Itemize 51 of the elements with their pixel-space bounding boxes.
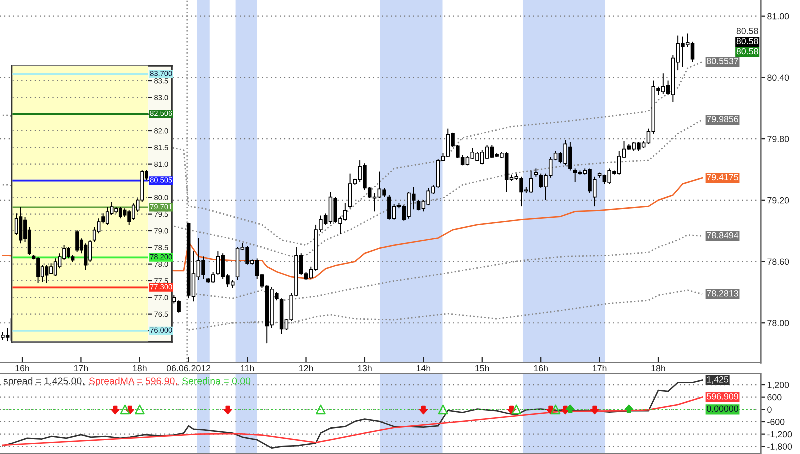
x-tick-label: 06.06.2012: [166, 365, 211, 372]
annotation: 80.58: [736, 38, 758, 44]
line-series: [2, 396, 704, 446]
data-label: 596.909: [707, 394, 738, 400]
y-tick-label: 600: [768, 394, 782, 401]
candlestick: [88, 240, 92, 262]
text: SpreadMA = 596.90,: [89, 377, 178, 387]
y-tick-label: 80.40: [768, 74, 790, 82]
data-label: 80.5537: [707, 58, 738, 64]
line-series: [188, 290, 704, 331]
candlestick: [177, 300, 181, 314]
candlestick: [54, 258, 58, 277]
y-tick-label: 81.00: [768, 13, 790, 20]
x-tick-label: 16h: [16, 365, 30, 372]
text: spread = 1,425.00,: [4, 377, 84, 387]
x-tick-label: 15h: [476, 365, 490, 372]
data-label: 78.8494: [707, 232, 739, 239]
y-tick-label: -1,800: [768, 444, 792, 452]
x-tick-label: 11h: [241, 365, 254, 372]
y-tick-label: 79.80: [768, 136, 790, 142]
data-label: 79.4175: [707, 174, 738, 181]
candlestick: [66, 246, 70, 260]
x-tick-label: 12h: [300, 365, 314, 372]
candlestick: [19, 206, 23, 244]
data-label: 1,425: [707, 376, 729, 384]
y-tick-label: -600: [768, 419, 785, 426]
y-tick-label: 78.60: [768, 258, 790, 266]
data-label: 0.00000: [707, 406, 738, 412]
candlestick: [132, 203, 136, 221]
y-tick-label: 79.20: [768, 197, 790, 204]
y-tick-label: 78.00: [768, 320, 790, 326]
x-tick-label: 14h: [416, 365, 431, 372]
y-tick-label: -1,200: [768, 431, 792, 439]
x-tick-label: 13h: [358, 365, 372, 372]
x-tick-label: 17h: [74, 365, 88, 372]
candlestick: [118, 206, 122, 220]
candlestick: [45, 264, 49, 284]
annotation: 80.58: [736, 28, 758, 34]
line-series: [2, 380, 704, 450]
data-label: 78.2813: [707, 290, 738, 297]
x-tick-label: 18h: [133, 365, 147, 372]
annotation: 80.58: [736, 48, 758, 55]
x-tick-label: 16h: [534, 365, 548, 372]
candlestick: [76, 230, 80, 252]
candlestick: [106, 206, 110, 226]
y-tick-label: 1,200: [768, 382, 790, 390]
y-tick-label: 0: [768, 406, 772, 413]
data-label: 79.9856: [707, 116, 738, 122]
x-tick-label: 17h: [593, 365, 607, 372]
text: Seredina = 0.00: [182, 377, 251, 385]
x-tick-label: 18h: [652, 365, 666, 372]
